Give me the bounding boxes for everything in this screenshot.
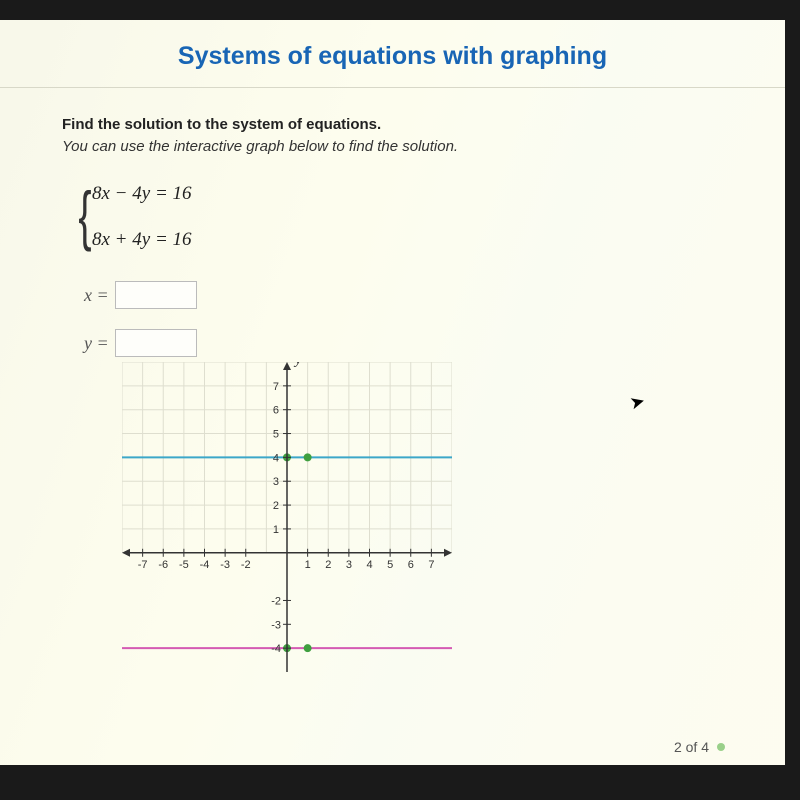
- svg-text:y: y: [293, 362, 302, 368]
- svg-text:1: 1: [305, 559, 311, 571]
- svg-text:-6: -6: [158, 559, 168, 571]
- svg-text:5: 5: [273, 429, 279, 441]
- svg-text:6: 6: [273, 405, 279, 417]
- svg-text:1: 1: [273, 524, 279, 536]
- svg-text:-4: -4: [271, 643, 281, 655]
- svg-text:4: 4: [366, 559, 372, 571]
- x-input[interactable]: [115, 281, 197, 309]
- svg-text:3: 3: [346, 559, 352, 571]
- svg-text:6: 6: [408, 559, 414, 571]
- page-indicator: 2 of 4: [674, 739, 709, 755]
- svg-text:-3: -3: [220, 559, 230, 571]
- page-title: Systems of equations with graphing: [0, 42, 785, 71]
- instruction-italic: You can use the interactive graph below …: [62, 138, 785, 155]
- svg-text:3: 3: [273, 476, 279, 488]
- svg-text:-5: -5: [179, 559, 189, 571]
- brace-icon: {: [78, 177, 91, 253]
- svg-text:-3: -3: [271, 619, 281, 631]
- svg-text:2: 2: [273, 500, 279, 512]
- svg-text:5: 5: [387, 559, 393, 571]
- title-bar: Systems of equations with graphing: [0, 20, 785, 88]
- svg-text:2: 2: [325, 559, 331, 571]
- svg-text:-2: -2: [241, 559, 251, 571]
- y-label: y =: [84, 333, 109, 354]
- answer-inputs: x = y =: [84, 281, 785, 357]
- svg-text:-2: -2: [271, 595, 281, 607]
- equation-system: { 8x − 4y = 16 8x + 4y = 16: [92, 183, 785, 251]
- status-dot-icon: [717, 743, 725, 751]
- svg-text:-7: -7: [138, 559, 148, 571]
- interactive-graph[interactable]: -7-6-5-4-3-212345671234567-2-3-4xy: [122, 362, 785, 677]
- equation-2: 8x + 4y = 16: [92, 229, 785, 251]
- x-label: x =: [84, 285, 109, 306]
- svg-text:7: 7: [428, 559, 434, 571]
- y-input[interactable]: [115, 329, 197, 357]
- equation-1: 8x − 4y = 16: [92, 183, 785, 205]
- svg-text:-4: -4: [200, 559, 210, 571]
- content-area: Find the solution to the system of equat…: [0, 88, 785, 677]
- pagination: 2 of 4: [674, 739, 725, 755]
- svg-text:4: 4: [273, 452, 279, 464]
- instruction-bold: Find the solution to the system of equat…: [62, 116, 785, 133]
- svg-text:7: 7: [273, 381, 279, 393]
